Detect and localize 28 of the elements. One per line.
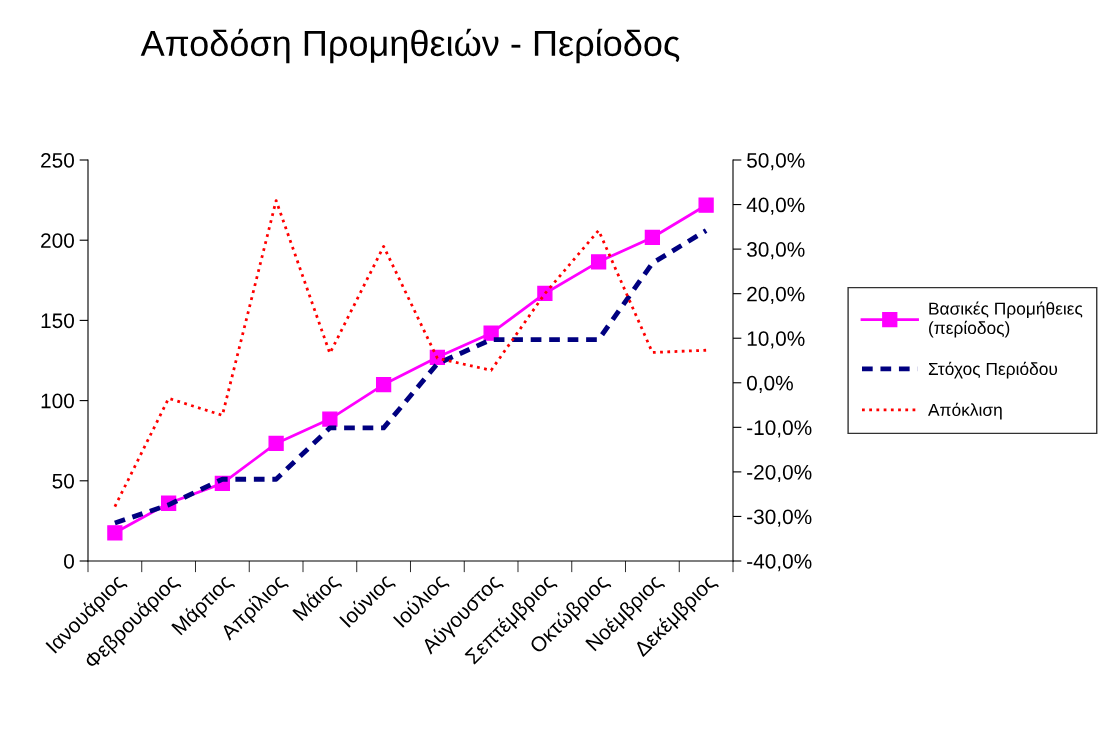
y-tick-label: 50 xyxy=(52,473,74,489)
y2-tick-label: 50,0% xyxy=(747,153,805,171)
legend-label: Βασικές Προμήθειες (περίοδος) xyxy=(929,301,1083,338)
point xyxy=(107,525,123,541)
y2-tick-label: 0,0% xyxy=(747,375,793,393)
y-tick-label: 100 xyxy=(41,393,74,409)
point xyxy=(268,435,284,452)
y2-tick-label: -20,0% xyxy=(747,464,812,483)
y-tick-label: 200 xyxy=(41,233,74,248)
point xyxy=(483,325,499,341)
y2-tick-label: -40,0% xyxy=(747,554,812,572)
legend-label: Απόκλιση xyxy=(928,402,1002,420)
y2-tick-label: 10,0% xyxy=(747,331,805,349)
point xyxy=(698,197,714,213)
point xyxy=(644,229,661,246)
point xyxy=(375,376,392,393)
y-tick-label: 0 xyxy=(64,554,74,569)
y-tick-label: 250 xyxy=(41,153,74,168)
point xyxy=(322,411,338,427)
point xyxy=(590,254,607,270)
y2-tick-label: -30,0% xyxy=(747,509,812,527)
chart-title: Αποδόση Προμηθειών - Περίοδος xyxy=(140,28,680,64)
y-tick-label: 150 xyxy=(41,313,74,329)
y2-tick-label: -10,0% xyxy=(747,420,812,438)
y2-tick-label: 40,0% xyxy=(746,197,805,215)
y2-tick-label: 20,0% xyxy=(747,286,805,304)
legend-label: Στόχος Περιόδου xyxy=(928,361,1058,379)
y2-tick-label: 30,0% xyxy=(746,242,805,260)
